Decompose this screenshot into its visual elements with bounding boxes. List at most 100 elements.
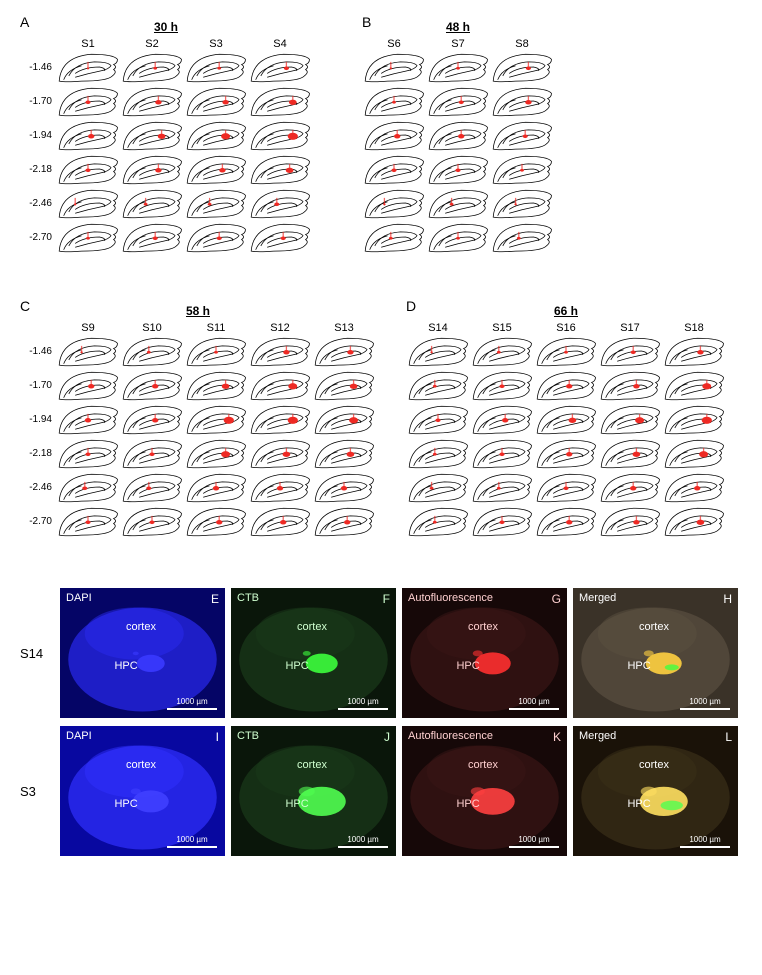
brain-slice — [120, 504, 184, 538]
brain-slice — [490, 84, 554, 118]
brain-slice — [662, 402, 726, 436]
brain-slice — [470, 402, 534, 436]
brain-slice — [662, 470, 726, 504]
brain-slice — [56, 118, 120, 152]
brain-slice — [248, 152, 312, 186]
brain-slice — [534, 402, 598, 436]
brain-slice — [312, 402, 376, 436]
brain-slice — [662, 334, 726, 368]
panel-title: 30 h — [20, 20, 312, 34]
panel-title: 58 h — [20, 304, 376, 318]
micro-panel-E: DAPIEcortexHPC 1000 µm — [60, 588, 225, 718]
region-label: cortex — [639, 621, 669, 633]
brain-slice — [534, 436, 598, 470]
brain-slice — [426, 50, 490, 84]
brain-slice — [362, 186, 426, 220]
subject-header: S9 — [56, 322, 120, 334]
panel-A: A30 hS1S2S3S4-1.46-1.70-1.94-2.18-2.46-2… — [20, 20, 312, 254]
stain-label: DAPI — [66, 730, 92, 742]
subject-header: S14 — [406, 322, 470, 334]
subject-header: S10 — [120, 322, 184, 334]
panel-title: 48 h — [362, 20, 554, 34]
panel-letter: H — [723, 592, 732, 606]
panel-letter: L — [725, 730, 732, 744]
brain-slice — [426, 220, 490, 254]
micro-panel-L: MergedLcortexHPC 1000 µm — [573, 726, 738, 856]
panel-letter: C — [20, 298, 30, 314]
panel-letter: K — [553, 730, 561, 744]
panel-letter: I — [216, 730, 219, 744]
micro-row-label: S14 — [20, 646, 60, 661]
brain-slice — [406, 470, 470, 504]
brain-slice — [426, 152, 490, 186]
brain-slice — [184, 186, 248, 220]
panel-letter: D — [406, 298, 416, 314]
brain-slice — [534, 368, 598, 402]
brain-slice — [248, 50, 312, 84]
panel-letter: G — [552, 592, 561, 606]
brain-slice — [184, 402, 248, 436]
brain-slice — [56, 402, 120, 436]
bregma-label: -2.18 — [20, 152, 56, 186]
brain-slice — [120, 470, 184, 504]
brain-slice — [490, 118, 554, 152]
region-label: cortex — [297, 621, 327, 633]
brain-slice — [362, 118, 426, 152]
brain-slice — [184, 220, 248, 254]
brain-slice — [184, 436, 248, 470]
brain-slice — [248, 504, 312, 538]
brain-slice — [598, 402, 662, 436]
panel-letter: B — [362, 14, 371, 30]
brain-slice — [184, 50, 248, 84]
brain-slice — [406, 504, 470, 538]
scale-bar: 1000 µm — [338, 835, 388, 848]
brain-slice — [248, 220, 312, 254]
brain-slice — [362, 152, 426, 186]
brain-slice — [362, 50, 426, 84]
subject-header: S15 — [470, 322, 534, 334]
brain-slice — [120, 186, 184, 220]
panel-letter: A — [20, 14, 29, 30]
subject-header: S4 — [248, 38, 312, 50]
brain-slice — [598, 368, 662, 402]
stain-label: CTB — [237, 592, 259, 604]
brain-slice — [248, 334, 312, 368]
scale-bar: 1000 µm — [509, 697, 559, 710]
brain-slice — [248, 118, 312, 152]
region-label: HPC — [627, 660, 650, 672]
brain-slice — [598, 470, 662, 504]
panel-title: 66 h — [406, 304, 726, 318]
brain-slice — [248, 84, 312, 118]
stain-label: DAPI — [66, 592, 92, 604]
brain-slice — [184, 368, 248, 402]
subject-header: S18 — [662, 322, 726, 334]
region-label: HPC — [627, 798, 650, 810]
micro-panel-K: AutofluorescenceKcortexHPC 1000 µm — [402, 726, 567, 856]
scale-bar: 1000 µm — [167, 697, 217, 710]
brain-slice — [490, 186, 554, 220]
region-label: HPC — [114, 798, 137, 810]
panel-D: D66 hS14S15S16S17S18 — [406, 304, 726, 538]
microscopy-block: S14 DAPIEcortexHPC 1000 µm CTBFcortexHPC… — [20, 588, 742, 856]
subject-header: S1 — [56, 38, 120, 50]
brain-slice — [470, 436, 534, 470]
subject-header: S16 — [534, 322, 598, 334]
brain-slice — [120, 118, 184, 152]
brain-slice — [470, 334, 534, 368]
brain-slice — [120, 436, 184, 470]
brain-slice — [56, 368, 120, 402]
brain-slice — [56, 334, 120, 368]
region-label: cortex — [297, 759, 327, 771]
scale-bar: 1000 µm — [509, 835, 559, 848]
region-label: HPC — [114, 660, 137, 672]
bregma-label: -2.46 — [20, 470, 56, 504]
micro-panel-F: CTBFcortexHPC 1000 µm — [231, 588, 396, 718]
region-label: HPC — [456, 660, 479, 672]
bregma-label: -2.46 — [20, 186, 56, 220]
brain-slice — [184, 84, 248, 118]
micro-row-label: S3 — [20, 784, 60, 799]
subject-header: S3 — [184, 38, 248, 50]
brain-slice — [312, 470, 376, 504]
brain-slice — [248, 470, 312, 504]
bregma-label: -1.70 — [20, 84, 56, 118]
